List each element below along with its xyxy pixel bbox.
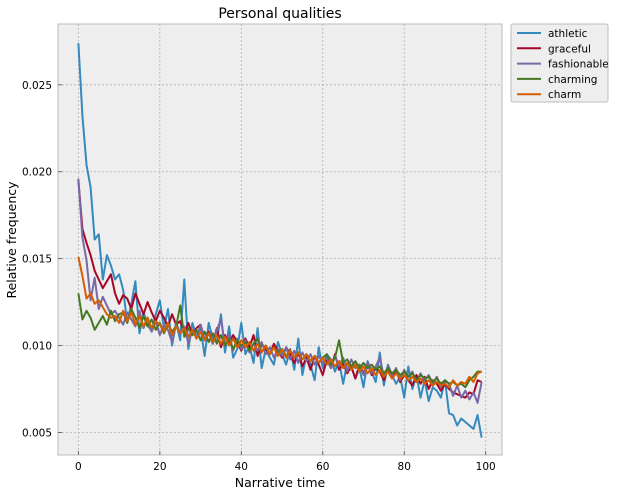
legend-label-charm: charm <box>548 89 581 101</box>
series-lines <box>77 43 483 438</box>
y-axis-label: Relative frequency <box>4 181 19 299</box>
x-axis-label: Narrative time <box>235 475 326 490</box>
legend-label-graceful: graceful <box>548 43 591 55</box>
legend-label-athletic: athletic <box>548 28 588 40</box>
x-tick-label: 80 <box>398 461 411 473</box>
y-tick-label: 0.010 <box>22 341 52 353</box>
x-tick-label: 100 <box>476 461 496 473</box>
y-tick-label: 0.005 <box>22 427 52 439</box>
x-tick-label: 0 <box>75 461 82 473</box>
y-tick-label: 0.025 <box>22 80 52 92</box>
x-tick-label: 40 <box>235 461 248 473</box>
chart-title: Personal qualities <box>218 6 341 22</box>
legend: athletic graceful fashionable charming charm <box>510 23 609 103</box>
plot-area <box>57 23 503 456</box>
y-axis-ticks: 0.005 0.010 0.015 0.020 0.025 <box>22 80 62 439</box>
y-tick-label: 0.020 <box>22 167 52 179</box>
x-tick-label: 20 <box>153 461 166 473</box>
series-line-charm <box>77 256 483 389</box>
legend-label-charming: charming <box>548 74 597 86</box>
y-tick-label: 0.015 <box>22 254 52 266</box>
x-axis-ticks: 0 20 40 60 80 100 <box>75 451 496 473</box>
legend-label-fashionable: fashionable <box>548 59 609 71</box>
legend-box <box>510 23 609 103</box>
x-tick-label: 60 <box>316 461 329 473</box>
